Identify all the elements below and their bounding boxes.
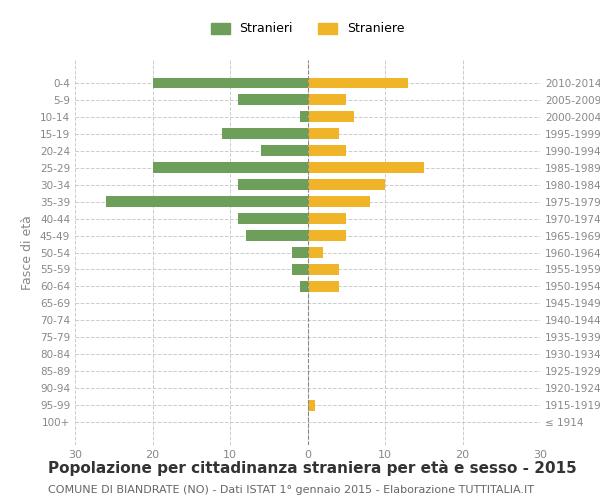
Bar — [152, 78, 308, 88]
Bar — [300, 282, 308, 292]
Bar — [308, 214, 346, 224]
Bar — [308, 128, 338, 138]
Bar — [308, 248, 323, 258]
Bar — [238, 94, 308, 104]
Bar — [292, 264, 308, 274]
Bar — [308, 230, 346, 240]
Bar — [292, 248, 308, 258]
Bar — [308, 112, 354, 122]
Bar — [106, 196, 308, 206]
Legend: Stranieri, Straniere: Stranieri, Straniere — [205, 16, 410, 42]
Bar — [308, 146, 346, 156]
Bar — [308, 264, 338, 274]
Bar — [222, 128, 308, 138]
Bar — [238, 214, 308, 224]
Bar — [152, 162, 308, 172]
Bar — [308, 282, 338, 292]
Bar — [308, 196, 370, 206]
Bar — [245, 230, 308, 240]
Bar — [308, 78, 408, 88]
Bar — [308, 180, 385, 190]
Bar — [300, 112, 308, 122]
Y-axis label: Fasce di età: Fasce di età — [22, 215, 34, 290]
Bar — [308, 400, 315, 410]
Text: COMUNE DI BIANDRATE (NO) - Dati ISTAT 1° gennaio 2015 - Elaborazione TUTTITALIA.: COMUNE DI BIANDRATE (NO) - Dati ISTAT 1°… — [48, 485, 534, 495]
Bar — [308, 162, 424, 172]
Bar — [238, 180, 308, 190]
Bar — [261, 146, 308, 156]
Text: Popolazione per cittadinanza straniera per età e sesso - 2015: Popolazione per cittadinanza straniera p… — [48, 460, 577, 476]
Bar — [308, 94, 346, 104]
